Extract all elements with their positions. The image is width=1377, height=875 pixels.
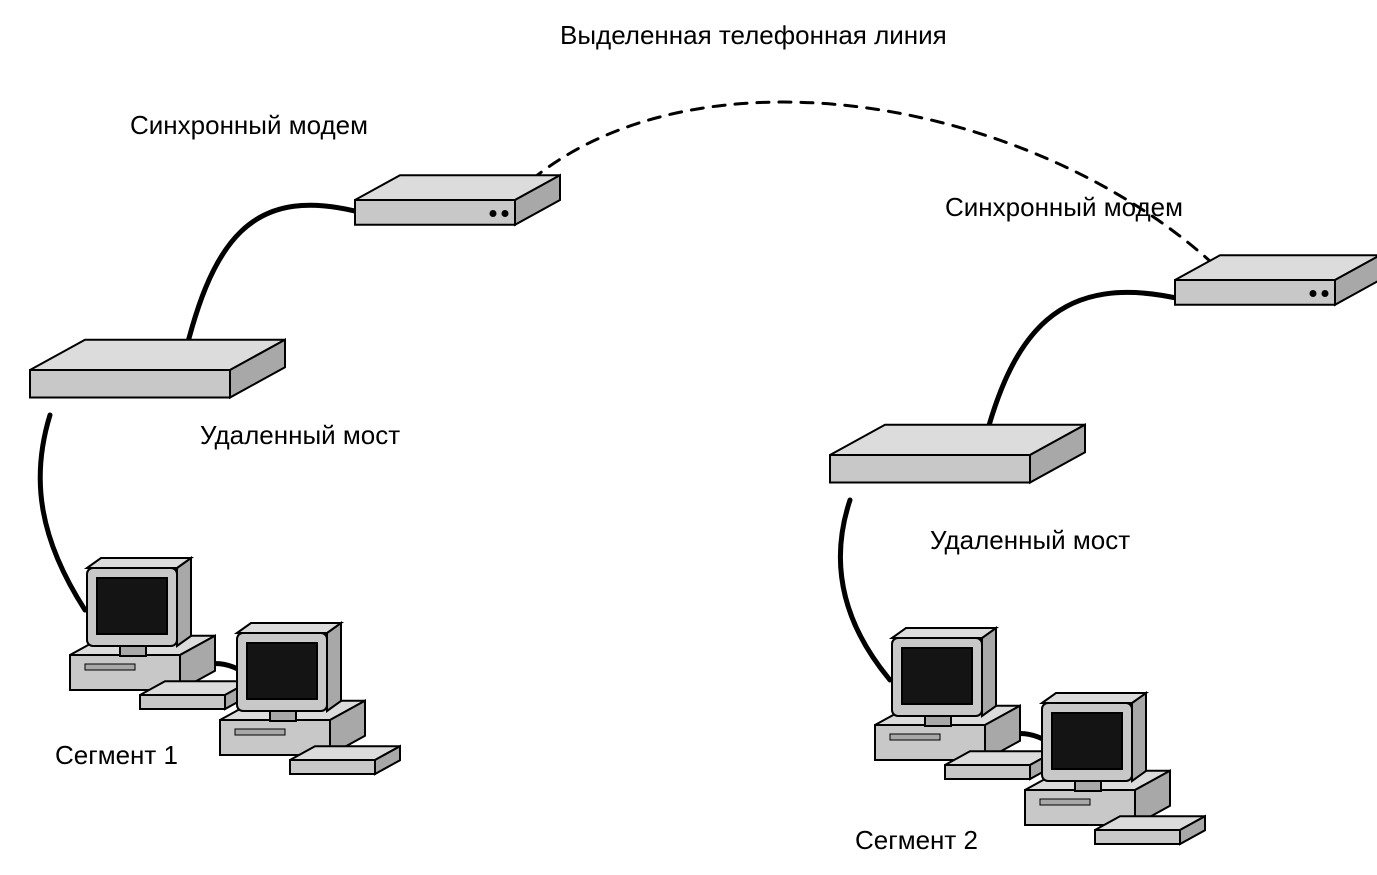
- edge-pc2a-bridge2: [840, 500, 890, 680]
- label-segment-left: Сегмент 1: [55, 740, 178, 771]
- modem-device: [355, 175, 560, 225]
- computer: [70, 558, 250, 709]
- label-modem-left: Синхронный модем: [130, 110, 368, 141]
- label-bridge-right: Удаленный мост: [930, 525, 1130, 556]
- bridge-device: [30, 340, 285, 398]
- label-bridge-left: Удаленный мост: [200, 420, 400, 451]
- computer: [220, 623, 400, 774]
- computer: [875, 628, 1055, 779]
- modem-device: [1175, 255, 1377, 305]
- computer: [1025, 693, 1205, 844]
- edge-pc1a-bridge1: [40, 415, 85, 610]
- label-segment-right: Сегмент 2: [855, 825, 978, 856]
- label-title: Выделенная телефонная линия: [560, 20, 947, 51]
- bridge-device: [830, 425, 1085, 483]
- label-modem-right: Синхронный модем: [945, 192, 1183, 223]
